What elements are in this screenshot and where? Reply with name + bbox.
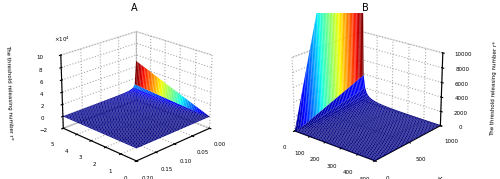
Title: A: A xyxy=(131,3,138,13)
Text: $\times 10^4$: $\times 10^4$ xyxy=(54,35,70,44)
Title: B: B xyxy=(362,3,369,13)
Y-axis label: K: K xyxy=(437,177,442,179)
